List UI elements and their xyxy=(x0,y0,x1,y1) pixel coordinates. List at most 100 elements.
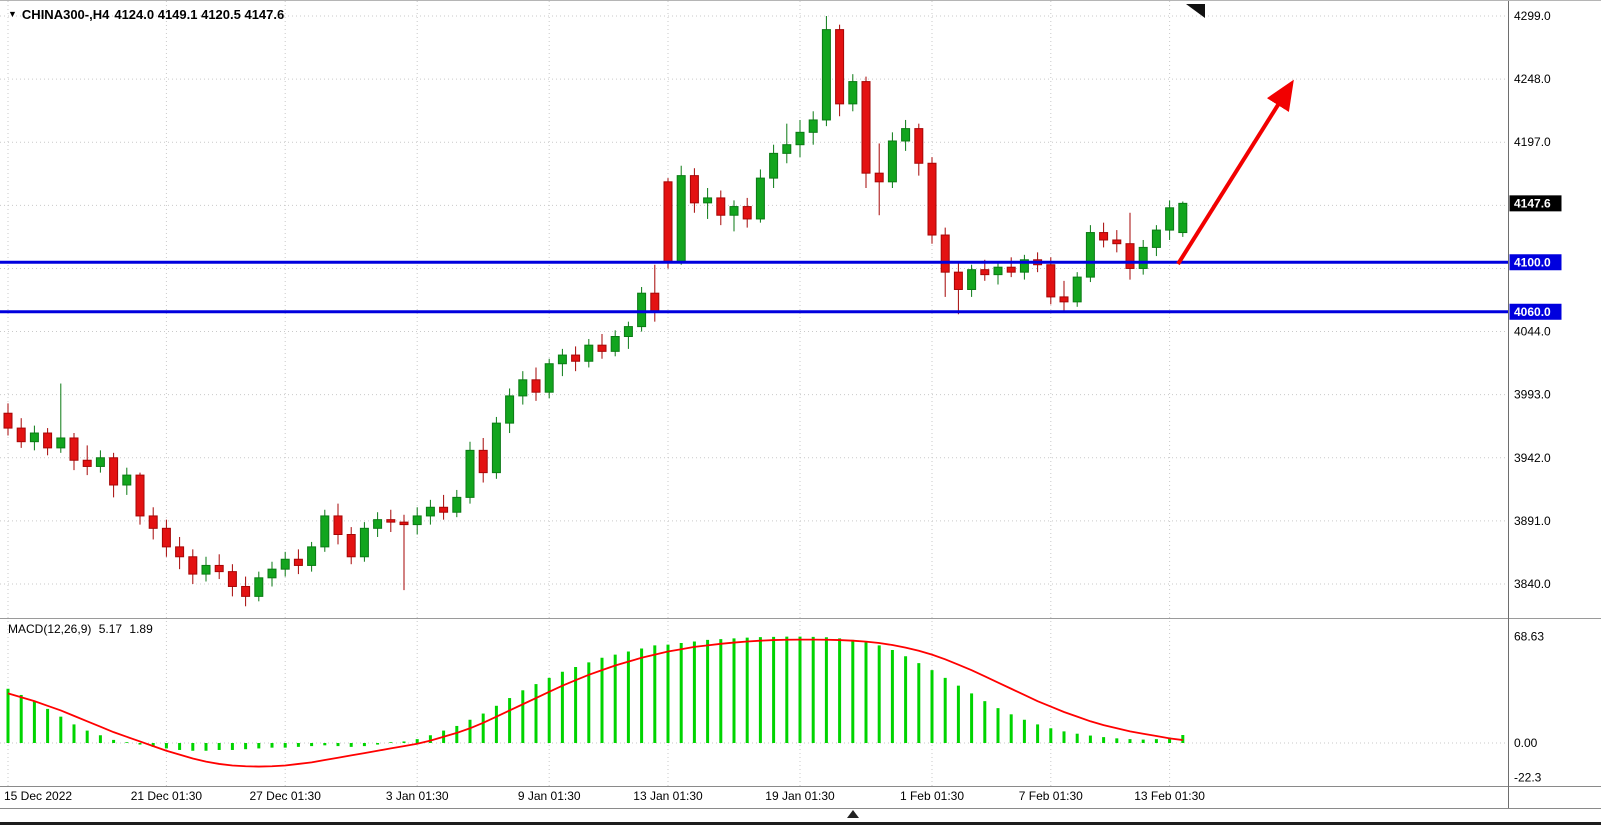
candle xyxy=(610,336,620,352)
symbol-name: CHINA300-,H4 xyxy=(21,7,110,22)
time-axis-label: 3 Jan 01:30 xyxy=(386,789,449,803)
candle xyxy=(452,496,462,513)
candle xyxy=(43,432,53,449)
candle xyxy=(241,585,251,597)
price-axis-label: 3840.0 xyxy=(1514,577,1551,591)
support-price-badge xyxy=(1509,303,1562,320)
candle xyxy=(901,128,911,142)
trend-arrow[interactable] xyxy=(1176,79,1294,266)
candle xyxy=(557,354,567,365)
candle xyxy=(650,292,660,313)
candle xyxy=(425,506,435,517)
candle xyxy=(914,128,924,164)
macd-value: 5.17 xyxy=(98,622,123,636)
candle xyxy=(69,437,79,461)
macd-axis-label: -22.3 xyxy=(1514,771,1542,785)
price-axis-label: 4044.0 xyxy=(1514,325,1551,339)
candle xyxy=(439,506,449,513)
candle xyxy=(1059,296,1069,303)
candle xyxy=(82,459,92,467)
macd-axis-label: 0.00 xyxy=(1514,736,1538,750)
window-bottom-edge xyxy=(0,822,1601,825)
time-axis-label: 13 Feb 01:30 xyxy=(1134,789,1205,803)
candle xyxy=(518,379,528,397)
candle xyxy=(214,564,224,573)
candle xyxy=(307,546,317,566)
candle xyxy=(3,412,13,429)
candle xyxy=(95,457,105,467)
price-axis-label: 3942.0 xyxy=(1514,451,1551,465)
candle xyxy=(544,363,554,393)
candle xyxy=(980,269,990,276)
candle xyxy=(346,534,356,558)
macd-signal-line xyxy=(7,638,1183,768)
candle xyxy=(1019,259,1029,273)
candle xyxy=(386,519,396,523)
candle xyxy=(122,474,132,486)
macd-axis-label: 68.63 xyxy=(1514,630,1544,644)
candle xyxy=(795,131,805,146)
price-axis-label: 3891.0 xyxy=(1514,514,1551,528)
candle xyxy=(359,527,369,558)
candle xyxy=(1151,229,1161,248)
candle xyxy=(663,181,673,263)
current-price-badge xyxy=(1509,195,1562,212)
candle xyxy=(373,519,383,529)
candle xyxy=(333,515,343,536)
candle xyxy=(769,152,779,179)
candle xyxy=(478,449,488,474)
candle xyxy=(280,558,290,570)
scrollbar-position-marker[interactable] xyxy=(847,810,859,818)
time-axis-label: 19 Jan 01:30 xyxy=(765,789,835,803)
candle xyxy=(953,271,963,290)
candle xyxy=(1099,232,1109,241)
candle xyxy=(1085,232,1095,278)
candle xyxy=(109,457,119,486)
candle xyxy=(175,546,185,558)
candle xyxy=(188,556,198,575)
support-price-badge-label: 4060.0 xyxy=(1514,305,1551,319)
macd-signal-value: 1.89 xyxy=(129,622,153,636)
time-axis-label: 1 Feb 01:30 xyxy=(900,789,964,803)
symbol-dropdown-icon[interactable]: ▼ xyxy=(8,9,17,19)
candle xyxy=(29,432,39,443)
candle xyxy=(874,172,884,183)
candle xyxy=(1178,202,1188,234)
candle xyxy=(861,81,871,174)
candle xyxy=(808,119,818,133)
candle xyxy=(505,395,515,424)
candle xyxy=(267,568,277,579)
candle xyxy=(1165,207,1175,231)
candle xyxy=(623,326,633,338)
candle xyxy=(161,527,171,548)
candle xyxy=(56,437,66,449)
candle xyxy=(491,422,501,474)
candle xyxy=(887,140,897,183)
candle xyxy=(755,177,765,220)
chart-shift-marker[interactable] xyxy=(1186,4,1205,18)
candle xyxy=(1112,239,1122,245)
time-axis-label: 7 Feb 01:30 xyxy=(1019,789,1083,803)
candle xyxy=(201,564,211,575)
candle xyxy=(1006,266,1016,273)
candle xyxy=(967,269,977,290)
candle xyxy=(676,175,686,263)
candle xyxy=(135,474,145,517)
candle xyxy=(254,577,264,597)
current-price-badge-label: 4147.6 xyxy=(1514,196,1551,210)
candle xyxy=(597,344,607,352)
time-axis-label: 9 Jan 01:30 xyxy=(518,789,581,803)
candle xyxy=(1046,264,1056,298)
candle xyxy=(742,206,752,220)
candle xyxy=(1138,246,1148,269)
candle xyxy=(716,197,726,216)
candle xyxy=(227,571,237,587)
candle xyxy=(835,29,845,105)
support-price-badge xyxy=(1509,254,1562,271)
candle xyxy=(465,449,475,498)
macd-indicator-name: MACD(12,26,9) xyxy=(8,622,92,636)
candle xyxy=(993,266,1003,276)
price-axis-label: 4299.0 xyxy=(1514,9,1551,23)
